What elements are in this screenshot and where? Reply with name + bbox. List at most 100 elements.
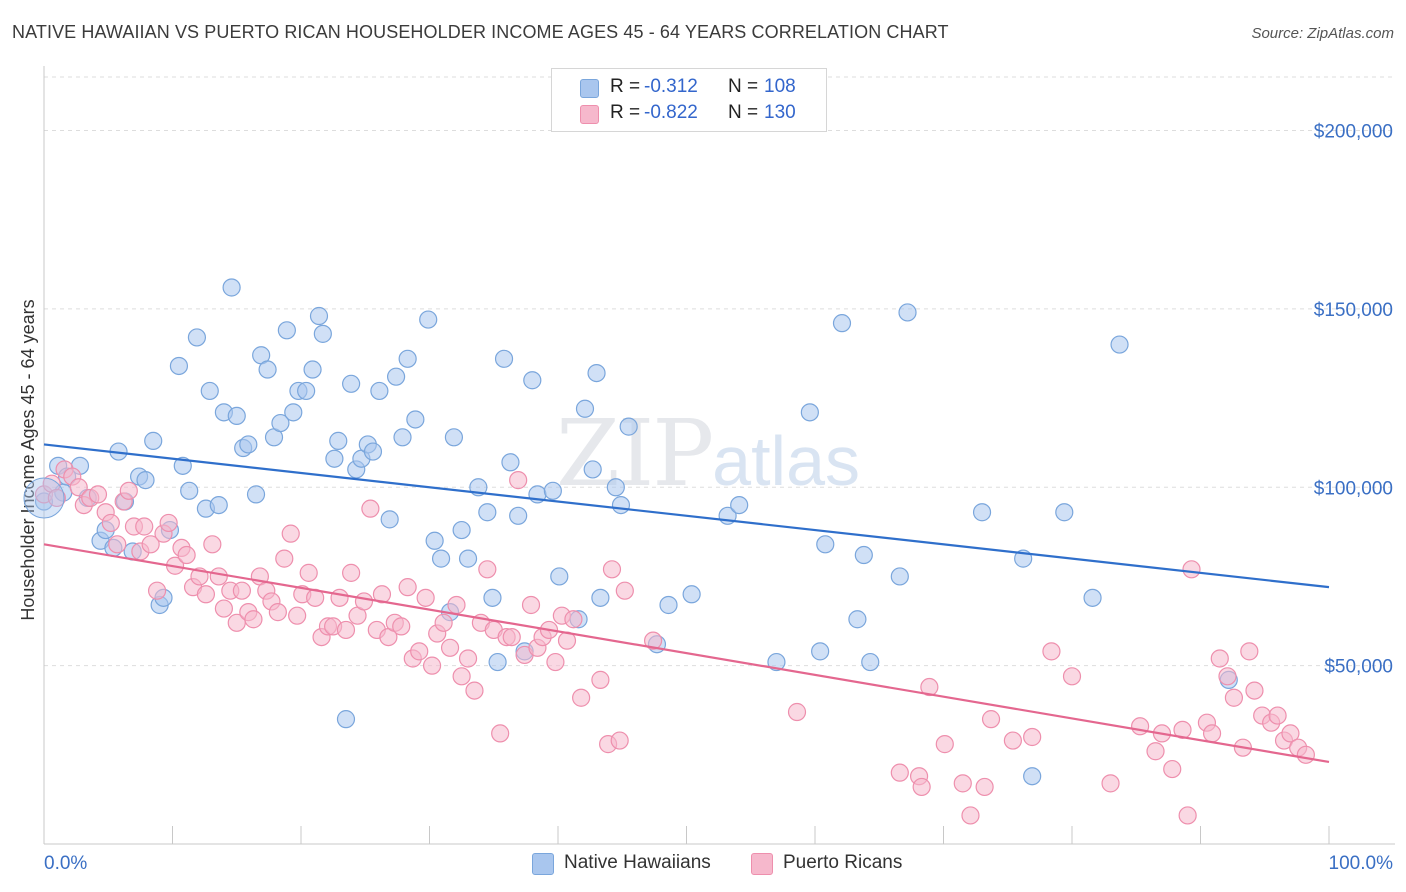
native-hawaiian-point [854, 545, 873, 565]
puerto-rican-point [244, 610, 263, 629]
puerto-rican-point [1210, 649, 1229, 668]
native-hawaiian-point [277, 321, 296, 340]
puerto-rican-point [1268, 706, 1287, 725]
puerto-rican-point [615, 581, 634, 600]
puerto-rican-point [458, 649, 478, 668]
native-hawaiian-trendline [43, 443, 1330, 589]
native-hawaiian-point [419, 310, 438, 329]
native-hawaiian-point [336, 710, 356, 729]
source-label: Source: ZipAtlas.com [1251, 25, 1394, 42]
native-hawaiian-point [180, 481, 199, 500]
native-hawaiian-point [488, 652, 507, 672]
native-hawaiian-point [144, 431, 163, 450]
native-hawaiian-point [890, 567, 909, 586]
puerto-rican-point [564, 610, 583, 629]
puerto-rican-point [465, 681, 484, 700]
puerto-rican-point [1281, 724, 1300, 743]
native-hawaiian-point [478, 503, 497, 522]
native-hawaiian-point [583, 460, 602, 479]
native-hawaiian-point [1110, 335, 1129, 354]
pink-swatch [751, 853, 773, 875]
x-tick-label: 100.0% [1329, 853, 1394, 874]
y-tick-label: $200,000 [1314, 122, 1393, 143]
native-hawaiian-point [523, 371, 542, 390]
puerto-rican-point [1178, 806, 1197, 825]
native-hawaiian-point [575, 399, 595, 418]
puerto-rican-point [47, 488, 66, 508]
native-hawaiian-point [380, 510, 399, 529]
puerto-rican-point [572, 688, 591, 707]
puerto-rican-point [1240, 642, 1259, 661]
puerto-rican-point [268, 603, 287, 622]
puerto-rican-point [416, 588, 435, 607]
native-hawaiian-point [509, 506, 528, 525]
native-hawaiian-point [543, 481, 562, 500]
puerto-rican-point [953, 774, 972, 793]
native-hawaiian-point [329, 431, 348, 450]
native-hawaiian-point [425, 531, 444, 550]
puerto-rican-point [281, 524, 300, 543]
native-hawaiian-point [406, 410, 425, 429]
puerto-rican-point [447, 595, 466, 615]
native-hawaiian-point [972, 503, 992, 522]
puerto-rican-point [1245, 681, 1264, 700]
puerto-rican-point [975, 777, 994, 797]
native-hawaiian-point [659, 595, 678, 615]
native-hawaiian-point [173, 456, 192, 475]
pink-swatch [580, 105, 599, 124]
puerto-rican-point [1163, 759, 1182, 779]
puerto-rican-point [196, 585, 216, 604]
puerto-rican-point [214, 599, 233, 618]
puerto-rican-point [69, 478, 88, 497]
puerto-rican-point [141, 535, 160, 554]
puerto-rican-point [288, 606, 307, 625]
blue-swatch [580, 79, 599, 98]
y-tick-label: $100,000 [1314, 478, 1393, 499]
watermark-atlas: atlas [712, 422, 861, 500]
native-hawaiian-point [1023, 767, 1042, 786]
puerto-rican-point [935, 735, 954, 754]
puerto-rican-point [361, 499, 380, 518]
native-hawaiian-point [811, 642, 830, 661]
r-value: -0.312 [644, 76, 698, 97]
puerto-rican-point [209, 567, 228, 586]
native-hawaiian-point [169, 356, 189, 376]
puerto-rican-trendline [43, 543, 1330, 764]
native-hawaiian-point [239, 435, 258, 454]
native-hawaiian-point [816, 535, 835, 554]
puerto-rican-point [1146, 742, 1165, 761]
puerto-rican-point [491, 724, 510, 743]
native-hawaiian-point [832, 314, 852, 333]
puerto-rican-point [509, 471, 528, 490]
native-hawaiian-point [363, 442, 383, 461]
puerto-rican-point [1296, 745, 1315, 764]
puerto-rican-point [177, 545, 196, 565]
n-value: 130 [764, 102, 796, 123]
puerto-rican-point [1042, 642, 1061, 661]
puerto-rican-point [203, 535, 222, 554]
native-hawaiian-point [227, 406, 246, 426]
native-hawaiian-point [200, 381, 219, 401]
native-hawaiian-point [619, 417, 638, 436]
native-hawaiian-point [458, 549, 478, 568]
puerto-rican-point [440, 638, 460, 657]
puerto-rican-point [1202, 724, 1222, 743]
puerto-rican-point [521, 595, 541, 615]
puerto-rican-point [602, 560, 622, 579]
native-hawaiian-point [501, 453, 520, 472]
legend-row-native-hawaiians: R = -0.312 N = 108 [552, 75, 826, 101]
puerto-rican-point [232, 581, 251, 600]
puerto-rican-point [591, 670, 610, 689]
native-hawaiian-point [483, 588, 502, 607]
n-label: N = [728, 76, 759, 97]
native-hawaiian-point [258, 360, 277, 379]
watermark-zip: ZIP [556, 400, 714, 507]
legend-label: Puerto Ricans [783, 852, 903, 873]
native-hawaiian-point [587, 363, 606, 383]
native-hawaiian-point [136, 471, 155, 490]
puerto-rican-point [452, 667, 471, 686]
native-hawaiian-point [398, 349, 417, 368]
native-hawaiian-point [682, 585, 701, 604]
native-hawaiian-point [848, 610, 867, 629]
native-hawaiian-point [370, 381, 389, 401]
